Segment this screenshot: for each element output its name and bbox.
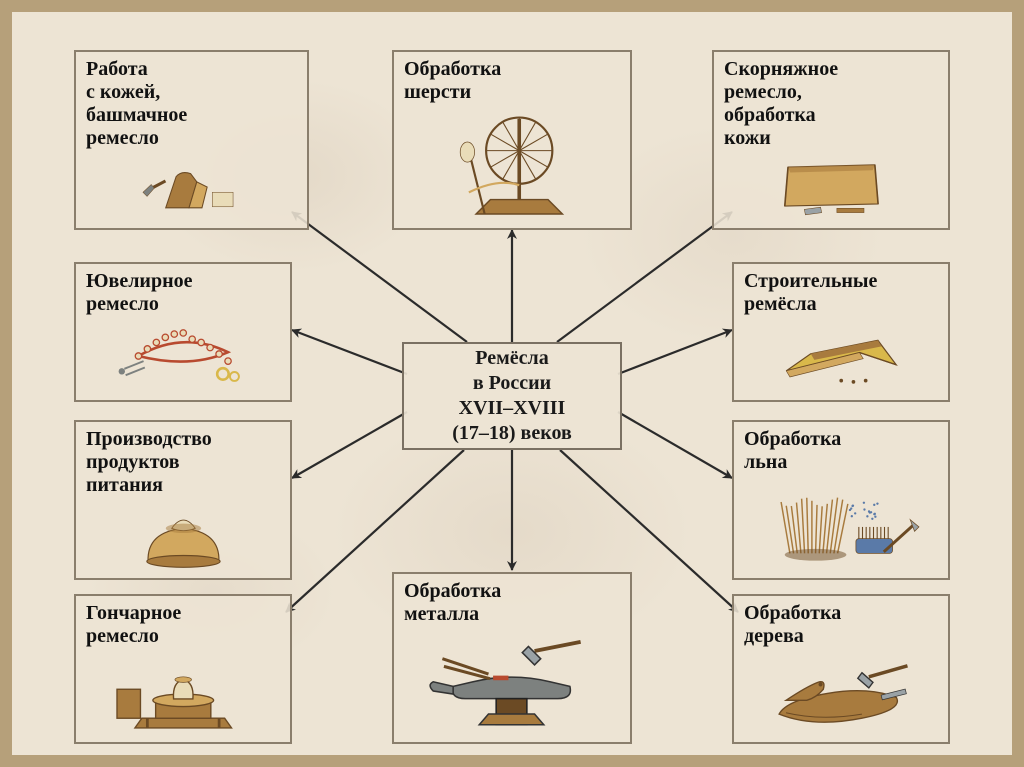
craft-illustration-pottery — [86, 648, 280, 738]
craft-illustration-metal — [404, 626, 620, 738]
center-title-box: Ремёсла в России XVII–XVIII (17–18) веко… — [402, 342, 622, 450]
craft-label-flax: Обработка льна — [744, 428, 938, 474]
craft-illustration-food — [86, 497, 280, 574]
craft-box-wood: Обработка дерева — [732, 594, 950, 744]
craft-illustration-furrier — [724, 150, 938, 224]
craft-illustration-flax — [744, 474, 938, 574]
craft-box-wool: Обработка шерсти — [392, 50, 632, 230]
craft-illustration-building — [744, 316, 938, 396]
craft-label-wool: Обработка шерсти — [404, 58, 620, 104]
center-line-3: XVII–XVIII — [412, 396, 612, 421]
center-line-1: Ремёсла — [412, 346, 612, 371]
craft-box-food: Производство продуктов питания — [74, 420, 292, 580]
craft-box-furrier: Скорняжное ремесло, обработка кожи — [712, 50, 950, 230]
center-line-2: в России — [412, 371, 612, 396]
craft-box-jewelry: Ювелирное ремесло — [74, 262, 292, 402]
craft-illustration-wood — [744, 648, 938, 738]
craft-illustration-jewelry — [86, 316, 280, 396]
craft-label-metal: Обработка металла — [404, 580, 620, 626]
craft-label-leather: Работа с кожей, башмачное ремесло — [86, 58, 297, 150]
craft-illustration-wool — [404, 104, 620, 224]
craft-label-wood: Обработка дерева — [744, 602, 938, 648]
craft-box-flax: Обработка льна — [732, 420, 950, 580]
craft-box-leather: Работа с кожей, башмачное ремесло — [74, 50, 309, 230]
diagram-frame: Ремёсла в России XVII–XVIII (17–18) веко… — [0, 0, 1024, 767]
diagram-canvas: Ремёсла в России XVII–XVIII (17–18) веко… — [12, 12, 1012, 755]
craft-box-pottery: Гончарное ремесло — [74, 594, 292, 744]
craft-label-furrier: Скорняжное ремесло, обработка кожи — [724, 58, 938, 150]
craft-label-jewelry: Ювелирное ремесло — [86, 270, 280, 316]
craft-label-building: Строительные ремёсла — [744, 270, 938, 316]
craft-label-pottery: Гончарное ремесло — [86, 602, 280, 648]
craft-box-metal: Обработка металла — [392, 572, 632, 744]
craft-illustration-leather — [86, 150, 297, 224]
craft-label-food: Производство продуктов питания — [86, 428, 280, 497]
center-line-4: (17–18) веков — [412, 421, 612, 446]
craft-box-building: Строительные ремёсла — [732, 262, 950, 402]
